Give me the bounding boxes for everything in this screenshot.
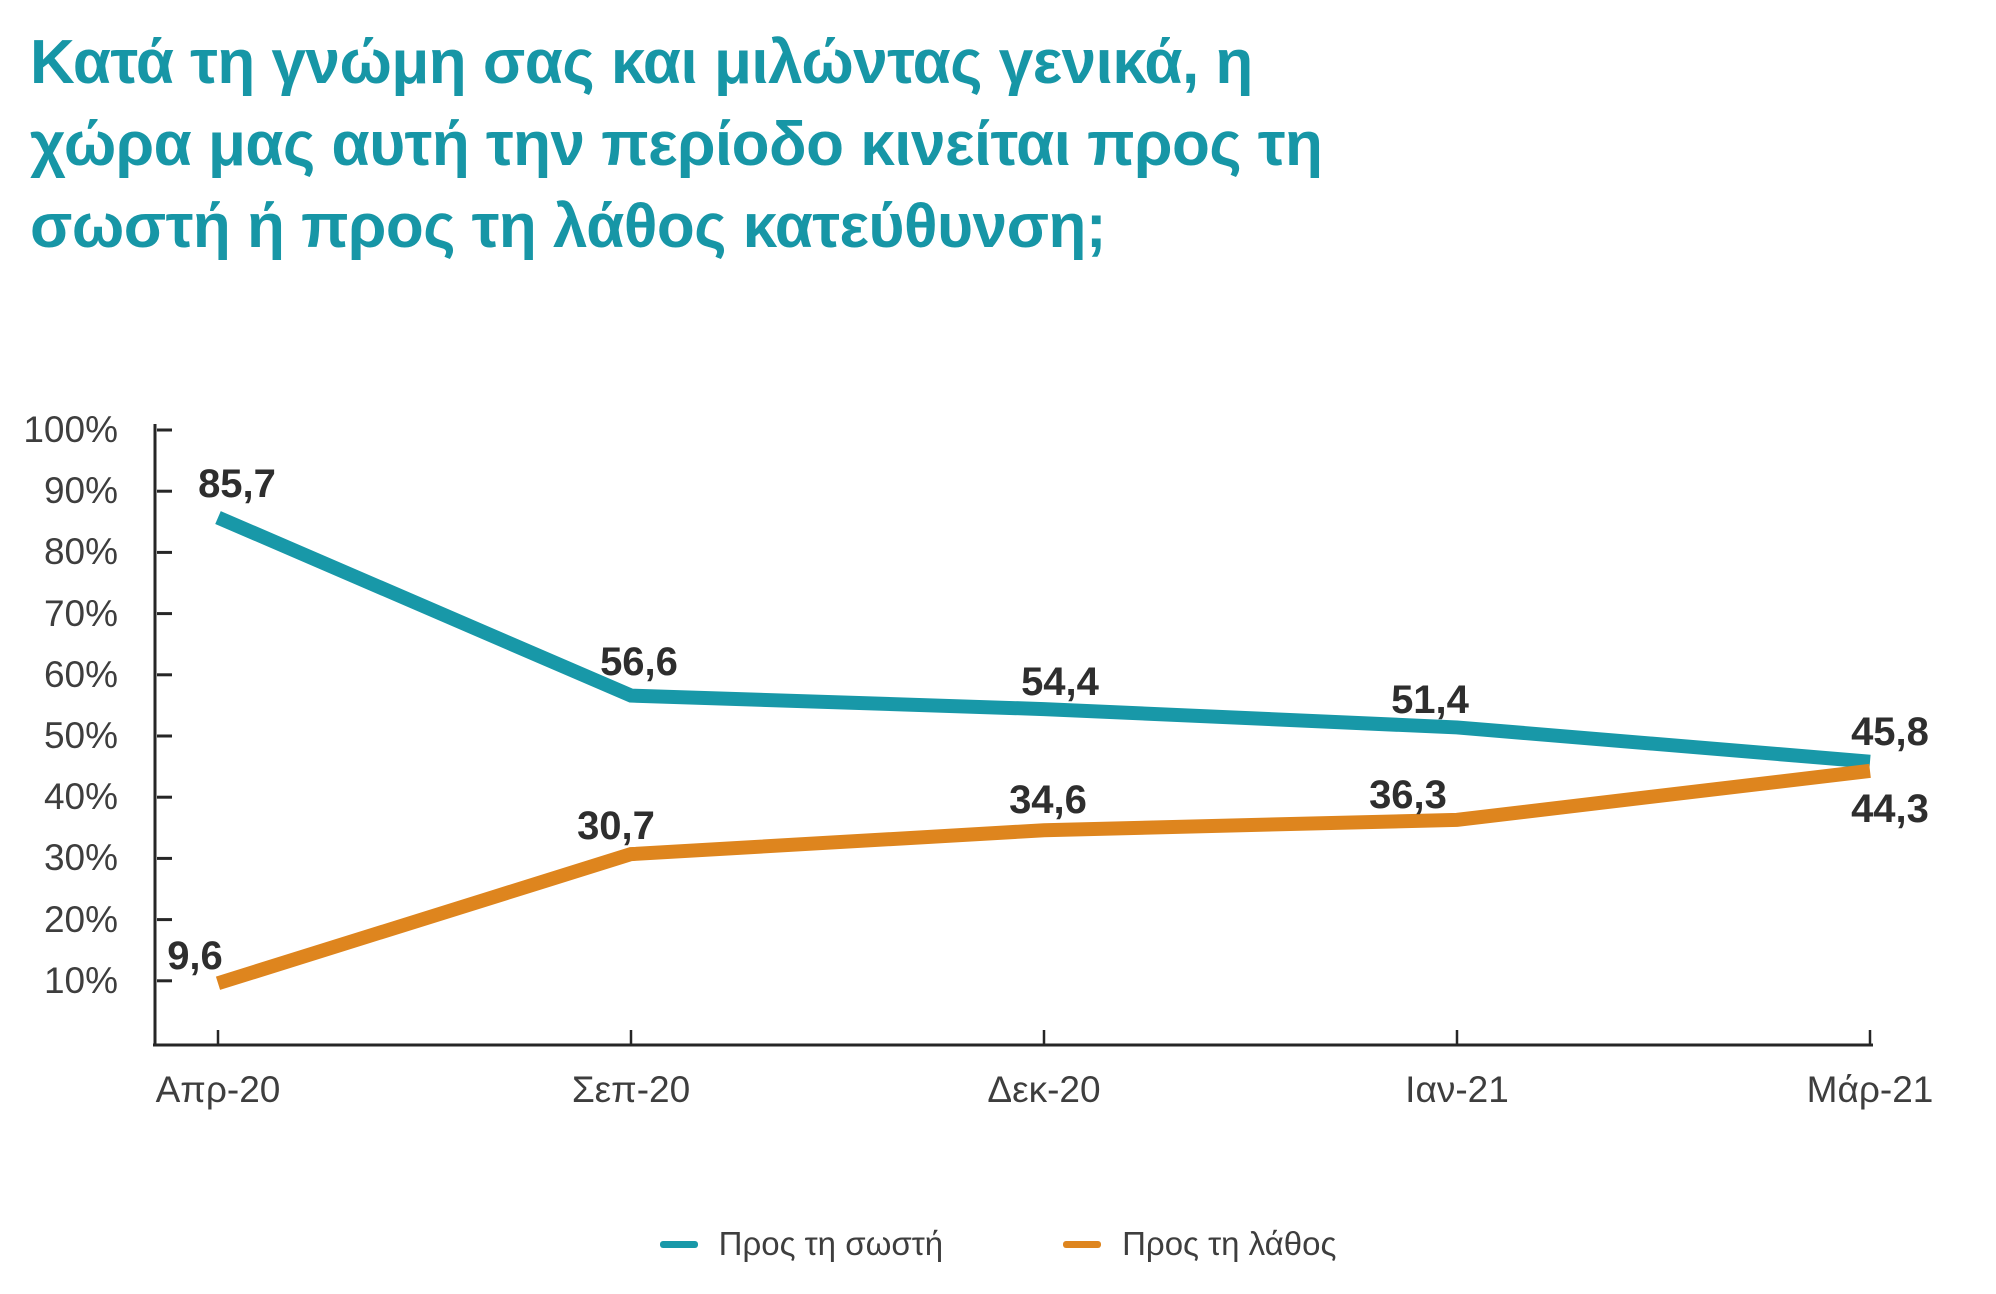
y-tick-label: 100% xyxy=(23,409,118,450)
legend-swatch-teal-icon xyxy=(659,1240,698,1248)
data-label: 34,6 xyxy=(1009,778,1087,823)
chart-title: Κατά τη γνώμη σας και μιλώντας γενικά, η… xyxy=(30,22,1730,268)
data-label: 85,7 xyxy=(198,461,276,506)
data-label: 54,4 xyxy=(1021,660,1099,705)
x-tick-label: Απρ-20 xyxy=(155,1069,281,1110)
y-tick-label: 60% xyxy=(43,653,118,695)
chart-title-line-3: σωστή ή προς τη λάθος κατεύθυνση; xyxy=(30,192,1107,261)
y-tick-label: 80% xyxy=(43,531,118,573)
x-tick-label: Ιαν-21 xyxy=(1405,1069,1509,1110)
y-tick-label: 40% xyxy=(43,776,118,818)
y-tick-label: 20% xyxy=(43,898,118,940)
x-tick-label: Μάρ-21 xyxy=(1806,1069,1934,1110)
legend-label-right-direction: Προς τη σωστή xyxy=(718,1225,944,1262)
x-tick-label: Δεκ-20 xyxy=(987,1069,1101,1110)
legend-swatch-orange-icon xyxy=(1063,1240,1102,1248)
data-label: 56,6 xyxy=(600,639,678,684)
y-tick-label: 30% xyxy=(43,837,118,879)
legend-item-wrong-direction: Προς τη λάθος xyxy=(1063,1222,1336,1266)
legend-label-wrong-direction: Προς τη λάθος xyxy=(1122,1225,1337,1262)
y-tick-label: 10% xyxy=(43,959,118,1001)
legend-item-right-direction: Προς τη σωστή xyxy=(659,1222,944,1266)
y-tick-label: 50% xyxy=(43,715,118,756)
y-tick-label: 70% xyxy=(43,592,118,634)
data-label: 45,8 xyxy=(1851,709,1929,754)
chart-title-line-2: χώρα μας αυτή την περίοδο κινείται προς … xyxy=(30,110,1323,179)
data-label: 36,3 xyxy=(1369,772,1447,817)
series-line-right xyxy=(215,511,1871,769)
data-label: 30,7 xyxy=(577,804,655,849)
data-label: 9,6 xyxy=(167,934,223,979)
chart-legend: Προς τη σωστή Προς τη λάθος xyxy=(0,1220,1996,1268)
y-tick-label: 90% xyxy=(43,470,118,512)
series-line-wrong xyxy=(215,763,1871,990)
data-label: 44,3 xyxy=(1851,786,1929,831)
x-tick-label: Σεπ-20 xyxy=(571,1069,691,1110)
data-label: 51,4 xyxy=(1391,678,1469,723)
chart-title-line-1: Κατά τη γνώμη σας και μιλώντας γενικά, η xyxy=(30,28,1253,97)
